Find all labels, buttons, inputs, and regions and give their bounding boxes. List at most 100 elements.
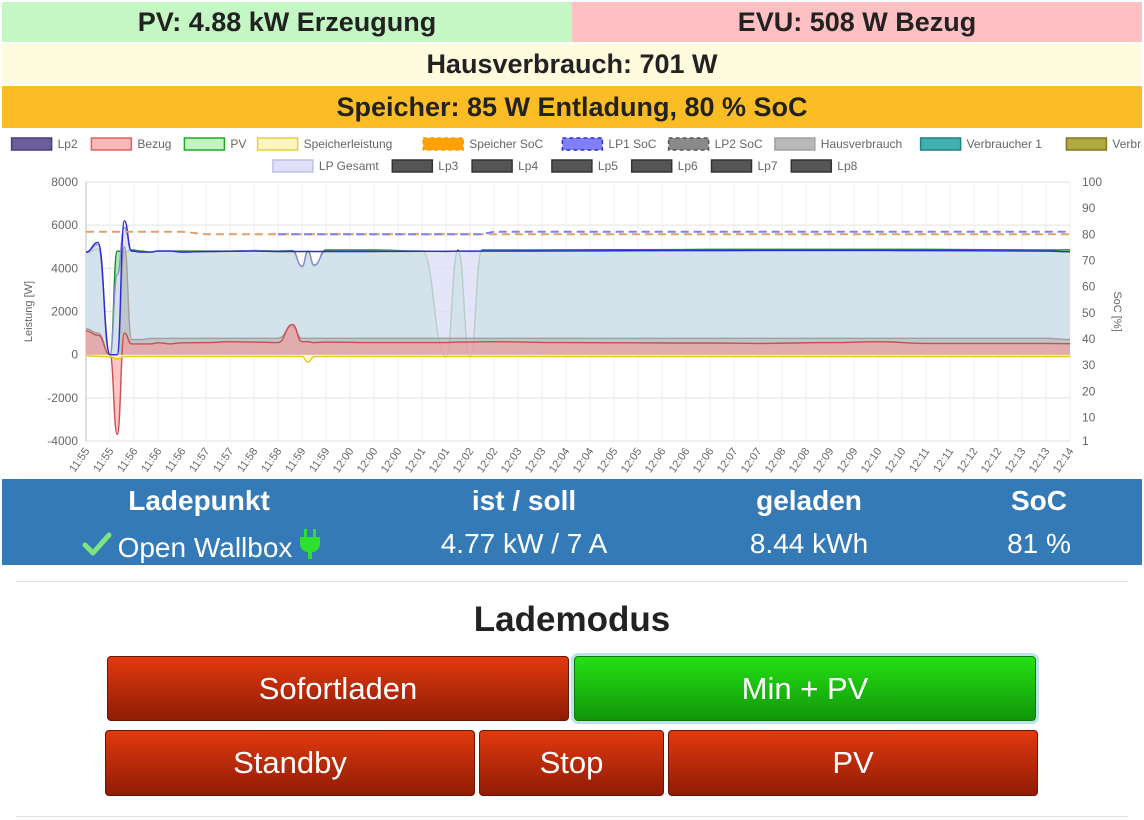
legend-swatch <box>183 137 226 151</box>
legend-label: Lp2 <box>58 137 78 151</box>
legend-swatch <box>551 159 593 173</box>
pv-status-text: PV: 4.88 kW Erzeugung <box>137 6 437 37</box>
plug-icon <box>298 528 322 567</box>
pv-button[interactable]: PV <box>668 730 1038 796</box>
y-tick-label: 0 <box>71 348 78 362</box>
x-tick-label: 12:01 <box>403 446 429 475</box>
divider <box>16 581 1128 582</box>
y2-tick-label: 10 <box>1082 410 1096 424</box>
x-tick-label: 12:08 <box>787 446 813 475</box>
x-tick-label: 12:07 <box>715 446 741 475</box>
y-tick-label: 6000 <box>51 218 78 232</box>
power-chart: Lp1Lp2BezugPVSpeicherleistungSpeicher So… <box>2 130 1142 478</box>
x-tick-label: 12:13 <box>1003 446 1029 475</box>
x-tick-label: 11:56 <box>163 446 188 475</box>
legend-label: Lp3 <box>438 159 458 173</box>
header-actual-target: ist / soll <box>471 485 577 516</box>
standby-button[interactable]: Standby <box>105 730 475 796</box>
x-tick-label: 11:58 <box>235 446 260 475</box>
x-tick-label: 12:01 <box>427 446 453 475</box>
y2-axis-title: SoC [%] <box>1111 291 1123 331</box>
y2-tick-label: 30 <box>1082 358 1096 372</box>
min-pv-button[interactable]: Min + PV <box>574 656 1036 721</box>
x-tick-label: 12:03 <box>523 446 549 475</box>
x-tick-label: 12:03 <box>499 446 525 475</box>
x-tick-label: 11:57 <box>187 446 212 475</box>
x-tick-label: 12:07 <box>739 446 765 475</box>
legend-swatch <box>561 137 604 151</box>
pv-status-bar: PV: 4.88 kW Erzeugung <box>2 2 572 42</box>
y2-tick-label: 40 <box>1082 332 1096 346</box>
legend-label: Verbraucher 1 <box>967 137 1043 151</box>
header-chargepoint: Ladepunkt <box>128 485 270 516</box>
x-tick-label: 11:59 <box>307 446 332 475</box>
series-line-lp1-soc <box>278 230 1070 236</box>
y-tick-label: -2000 <box>47 391 78 405</box>
series-line-lp1 <box>85 220 1071 356</box>
y2-tick-label: 80 <box>1082 227 1096 241</box>
evu-status-bar: EVU: 508 W Bezug <box>572 2 1142 42</box>
x-tick-label: 12:02 <box>451 446 477 475</box>
y-tick-label: 2000 <box>51 305 78 319</box>
chargepoint-name-cell[interactable]: Open Wallbox <box>42 528 362 567</box>
x-tick-label: 12:02 <box>475 446 501 475</box>
legend-swatch <box>774 137 816 151</box>
x-tick-label: 12:09 <box>811 446 837 475</box>
legend-swatch <box>391 159 434 173</box>
x-tick-label: 12:00 <box>355 446 381 475</box>
x-tick-label: 12:14 <box>1051 446 1077 475</box>
legend-label: Speicher SoC <box>469 137 543 151</box>
legend-swatch <box>10 137 53 151</box>
x-tick-label: 12:09 <box>835 446 861 475</box>
legend-label: Speicherleistung <box>304 137 393 151</box>
x-tick-label: 11:58 <box>259 446 284 475</box>
sofortladen-button[interactable]: Sofortladen <box>107 656 569 721</box>
x-tick-label: 12:10 <box>883 446 909 475</box>
legend-label: Hausverbrauch <box>821 137 902 151</box>
legend-label: LP Gesamt <box>319 159 379 173</box>
x-tick-label: 11:55 <box>67 446 92 475</box>
legend-label: Lp8 <box>837 159 857 173</box>
x-tick-label: 11:59 <box>283 446 308 475</box>
legend-swatch <box>667 137 710 151</box>
x-tick-label: 12:10 <box>859 446 885 475</box>
y2-tick-label: 70 <box>1082 253 1096 267</box>
legend-swatch <box>710 159 753 173</box>
header-soc: SoC <box>1011 485 1067 516</box>
x-tick-label: 12:12 <box>955 446 981 475</box>
legend-swatch <box>272 159 314 173</box>
chargepoint-soc: 81 % <box>1007 528 1071 559</box>
y2-tick-label: 1 <box>1082 434 1089 448</box>
x-tick-label: 11:56 <box>115 446 140 475</box>
y-tick-label: 4000 <box>51 261 78 275</box>
y2-tick-label: 100 <box>1082 175 1102 189</box>
storage-status-text: Speicher: 85 W Entladung, 80 % SoC <box>336 91 808 122</box>
house-consumption-bar: Hausverbrauch: 701 W <box>2 44 1142 84</box>
series-line-hausverbrauch <box>85 246 1071 356</box>
storage-status-bar: Speicher: 85 W Entladung, 80 % SoC <box>2 86 1142 128</box>
stop-button[interactable]: Stop <box>479 730 664 796</box>
header-charged: geladen <box>756 485 862 516</box>
y-tick-label: -4000 <box>47 434 78 448</box>
x-tick-label: 11:55 <box>91 446 116 475</box>
y2-tick-label: 90 <box>1082 201 1096 215</box>
x-tick-label: 12:11 <box>931 446 956 475</box>
x-tick-label: 12:06 <box>667 446 693 475</box>
chargepoint-charged: 8.44 kWh <box>749 528 869 559</box>
x-tick-label: 12:04 <box>571 446 597 475</box>
legend-label: Verbraucher 2 <box>1112 137 1142 151</box>
evu-status-text: EVU: 508 W Bezug <box>737 6 977 37</box>
x-tick-label: 11:57 <box>211 446 236 475</box>
legend-swatch <box>919 137 962 151</box>
y2-tick-label: 20 <box>1082 384 1096 398</box>
x-tick-label: 12:00 <box>331 446 357 475</box>
legend-swatch <box>630 159 673 173</box>
legend-swatch <box>471 159 513 173</box>
legend-label: PV <box>230 137 246 151</box>
legend-label: LP2 SoC <box>715 137 763 151</box>
legend-label: Lp7 <box>758 159 778 173</box>
x-tick-label: 12:13 <box>1027 446 1053 475</box>
x-tick-label: 12:00 <box>379 446 405 475</box>
legend-swatch <box>422 137 464 151</box>
legend-swatch <box>256 137 299 151</box>
